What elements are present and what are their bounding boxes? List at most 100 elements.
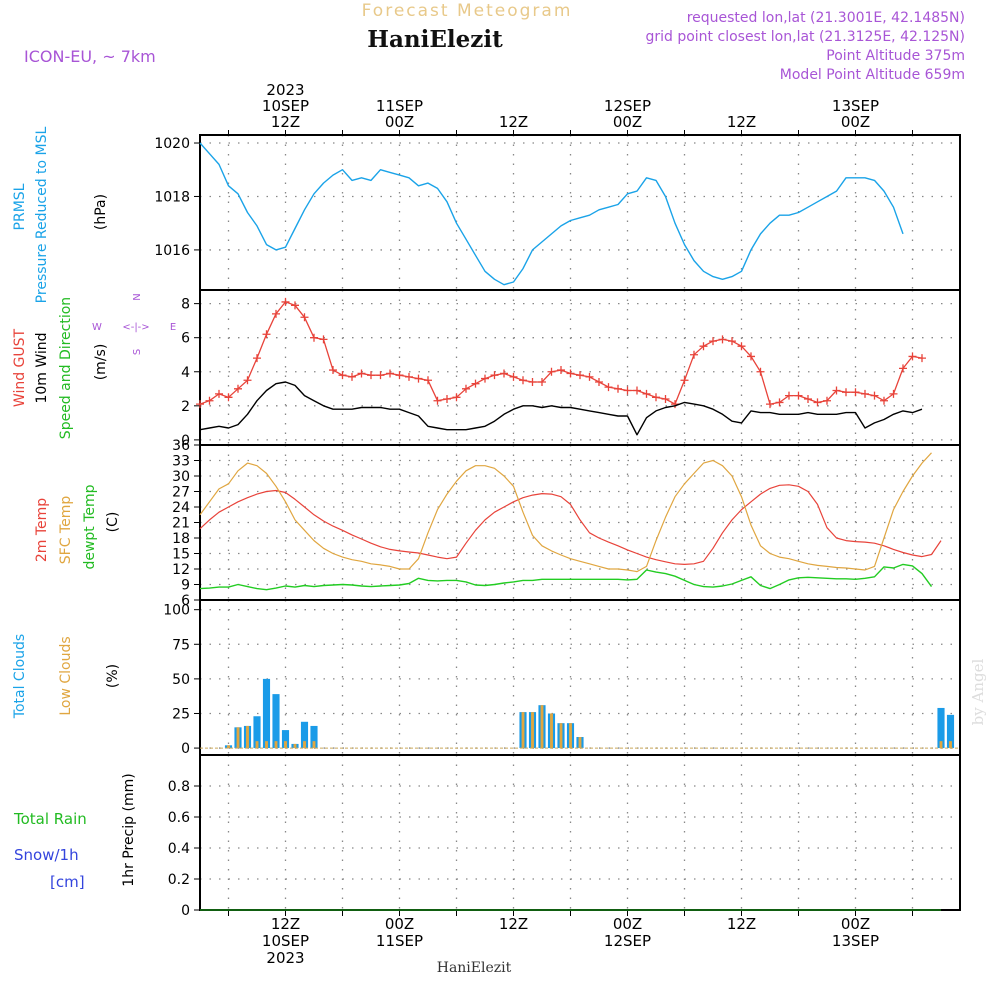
y-tick-label: 1016 (154, 243, 190, 259)
gust-marker (253, 354, 261, 363)
time-label-bottom: 12Z (271, 915, 300, 933)
low-cloud-bar (550, 713, 553, 749)
low-cloud-bar (255, 741, 259, 749)
gust-marker (728, 337, 736, 346)
panel-frame (199, 134, 961, 291)
wind-10m-label: 10m Wind (34, 332, 50, 403)
temp-2m-label: 2m Temp (34, 498, 50, 562)
gust-marker (386, 369, 394, 378)
y-tick-label: 0 (181, 741, 190, 757)
gust-marker (500, 369, 508, 378)
gust-marker (452, 393, 461, 402)
clouds-unit: (%) (105, 664, 121, 688)
gust-marker (509, 372, 518, 381)
time-label-bottom: 13SEP (832, 932, 879, 950)
time-label-top: 00Z (613, 113, 642, 131)
t2m-line (199, 484, 942, 566)
y-tick-label: 24 (172, 500, 190, 516)
y-tick-label: 0.2 (168, 872, 190, 888)
time-label-bottom: 00Z (841, 915, 870, 933)
gust-marker (234, 384, 242, 393)
y-tick-label: 0 (181, 433, 190, 449)
y-tick-label: 36 (172, 438, 190, 454)
gust-marker (804, 395, 812, 404)
precip-snow-label: Snow/1h (14, 846, 79, 864)
compass-e: E (170, 322, 176, 333)
gust-marker (680, 376, 689, 385)
time-label-top: 13SEP (832, 97, 879, 115)
panel-frame (199, 289, 961, 446)
total-cloud-bar (300, 721, 309, 749)
gust-marker (395, 371, 404, 380)
gust-marker (918, 354, 926, 363)
wind-speeddir-label: Speed and Direction (58, 297, 74, 439)
gust-marker (880, 396, 888, 405)
gust-marker (424, 376, 432, 385)
gust-marker (870, 391, 879, 400)
time-label-bottom: 00Z (613, 915, 642, 933)
compass-arrows: <-|-> (122, 322, 149, 333)
time-label-top: 2023 (266, 81, 304, 99)
time-label-top: 00Z (841, 113, 870, 131)
y-tick-label: 33 (172, 454, 190, 470)
model-name: ICON-EU, ~ 7km (24, 47, 156, 66)
y-tick-label: 4 (181, 365, 190, 381)
low-cloud-bar (531, 712, 534, 749)
gust-marker (709, 337, 717, 346)
temp-sfc-label: SFC Temp (58, 496, 74, 565)
gust-marker (291, 301, 299, 310)
gust-marker (737, 342, 746, 351)
precip-snow-unit: [cm] (50, 873, 85, 891)
watermark: by Angel (969, 658, 987, 725)
gust-marker (414, 374, 423, 383)
low-cloud-bar (284, 741, 287, 749)
time-label-bottom: 12SEP (604, 932, 651, 950)
compass-rose: N <-|-> W E S (92, 293, 176, 355)
footer-location: HaniElezit (437, 960, 512, 976)
gust-marker (481, 374, 489, 383)
gust-marker (604, 383, 613, 392)
y-tick-label: 12 (172, 562, 190, 578)
time-label-top: 10SEP (262, 97, 309, 115)
time-label-bottom: 00Z (385, 915, 414, 933)
y-tick-label: 1020 (154, 136, 190, 152)
model-altitude: Model Point Altitude 659m (780, 67, 965, 83)
gust-marker (443, 395, 451, 404)
total-cloud-bar (262, 678, 271, 749)
gridpoint-coords: grid point closest lon,lat (21.3125E, 42… (645, 29, 965, 45)
time-label-top: 00Z (385, 113, 414, 131)
gust-marker (224, 393, 233, 402)
time-label-bottom: 12Z (727, 915, 756, 933)
gust-marker (785, 391, 793, 400)
total-cloud-bar (281, 730, 290, 749)
y-tick-label: 0.6 (168, 810, 190, 826)
total-cloud-bar (310, 725, 318, 749)
y-tick-label: 2 (181, 399, 190, 415)
gust-marker (690, 350, 698, 359)
y-tick-label: 1018 (154, 189, 190, 205)
temp-unit: (C) (105, 512, 121, 533)
gust-marker (699, 342, 708, 351)
plots-layer: 1016101810200246869121518212427303336025… (154, 81, 961, 967)
gust-marker (756, 367, 765, 376)
y-tick-label: 30 (172, 469, 190, 485)
gust-marker (747, 352, 755, 361)
y-tick-label: 8 (181, 297, 190, 313)
time-label-bottom: 12Z (499, 915, 528, 933)
y-tick-label: 50 (172, 672, 190, 688)
gust-marker (832, 386, 841, 395)
compass-n: N (132, 293, 143, 300)
gust-marker (243, 376, 252, 385)
y-tick-label: 0 (181, 903, 190, 919)
low-cloud-bar (540, 705, 544, 749)
pressure-label-2: Pressure Reduced to MSL (34, 126, 50, 303)
gust-marker (823, 396, 831, 405)
gust-marker (538, 377, 546, 386)
gust-marker (813, 398, 822, 407)
y-tick-label: 15 (172, 547, 190, 563)
gust-marker (348, 372, 356, 381)
compass-s: S (132, 349, 143, 355)
gust-marker (528, 377, 537, 386)
dewpt-line (199, 563, 933, 591)
gust-marker (842, 388, 850, 397)
